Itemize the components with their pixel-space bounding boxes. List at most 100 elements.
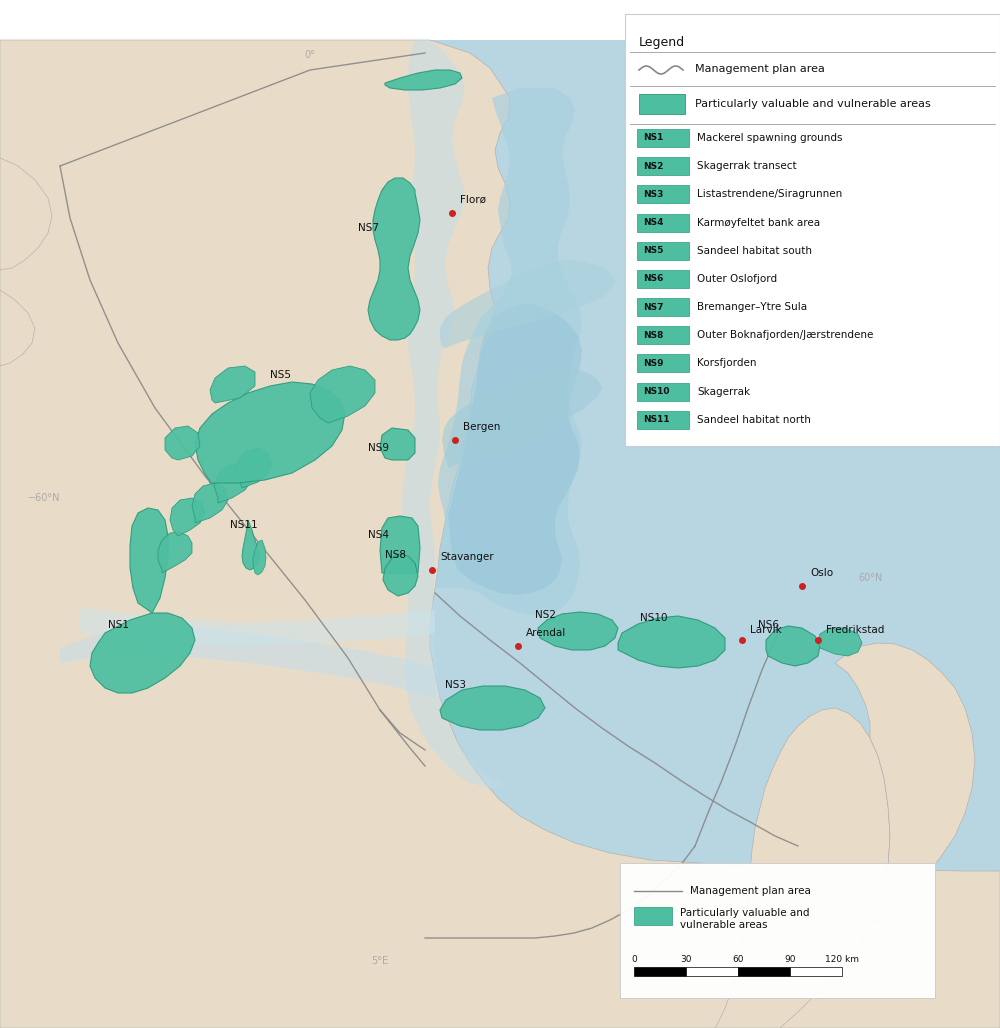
Bar: [738, 967, 790, 976]
Text: NS2: NS2: [643, 161, 663, 171]
Bar: [634, 907, 672, 925]
Text: NS2: NS2: [535, 610, 556, 620]
Polygon shape: [440, 260, 615, 348]
Bar: [634, 967, 686, 976]
Text: 30: 30: [680, 955, 692, 964]
Polygon shape: [766, 626, 820, 666]
Polygon shape: [715, 708, 890, 1028]
Text: Mackerel spawning grounds: Mackerel spawning grounds: [697, 133, 842, 143]
Polygon shape: [60, 626, 435, 698]
Text: −60°N: −60°N: [28, 493, 60, 503]
Text: Larvik: Larvik: [750, 625, 782, 635]
Text: Bergen: Bergen: [463, 423, 500, 432]
Text: 5°E: 5°E: [371, 956, 389, 966]
Text: NS10: NS10: [640, 613, 668, 623]
Polygon shape: [442, 368, 602, 468]
Text: 120 km: 120 km: [825, 955, 859, 964]
Text: 0: 0: [631, 955, 637, 964]
Text: Arendal: Arendal: [526, 628, 566, 638]
Text: NS5: NS5: [270, 370, 291, 380]
Text: NS10: NS10: [643, 388, 670, 396]
Text: NS3: NS3: [445, 680, 466, 690]
Text: NS11: NS11: [230, 520, 258, 530]
Text: Florø: Florø: [460, 195, 486, 205]
Text: Skagerrak transect: Skagerrak transect: [697, 161, 797, 172]
Bar: [620, 862, 935, 998]
Polygon shape: [835, 642, 975, 923]
Text: Stavanger: Stavanger: [440, 552, 494, 562]
Polygon shape: [130, 508, 168, 613]
Polygon shape: [242, 520, 260, 570]
Text: NS1: NS1: [643, 134, 663, 143]
Polygon shape: [192, 483, 228, 523]
Polygon shape: [538, 612, 618, 650]
Polygon shape: [0, 290, 35, 366]
Polygon shape: [435, 88, 582, 616]
Polygon shape: [0, 40, 1000, 1028]
Polygon shape: [440, 686, 545, 730]
Polygon shape: [253, 540, 266, 575]
Text: NS7: NS7: [358, 223, 379, 233]
Text: Korsfjorden: Korsfjorden: [697, 359, 757, 368]
Polygon shape: [170, 498, 205, 536]
Text: NS7: NS7: [643, 302, 664, 311]
Bar: [637, 326, 689, 344]
Polygon shape: [380, 516, 420, 573]
Polygon shape: [380, 428, 415, 460]
Text: NS9: NS9: [643, 359, 664, 368]
Polygon shape: [383, 554, 418, 596]
Polygon shape: [310, 366, 375, 423]
Polygon shape: [158, 533, 192, 573]
Text: Management plan area: Management plan area: [690, 886, 811, 896]
Bar: [637, 382, 689, 401]
Text: NS1: NS1: [108, 620, 129, 630]
Text: NS6: NS6: [758, 620, 779, 630]
Text: NS4: NS4: [643, 218, 664, 227]
Bar: [637, 411, 689, 429]
Bar: [790, 967, 842, 976]
Polygon shape: [210, 366, 255, 403]
Text: NS9: NS9: [368, 443, 389, 453]
Text: NS8: NS8: [385, 550, 406, 560]
Bar: [0, 0, 1000, 40]
Text: Skagerrak: Skagerrak: [697, 387, 750, 397]
Text: 90: 90: [784, 955, 796, 964]
Text: Sandeel habitat north: Sandeel habitat north: [697, 415, 811, 425]
Polygon shape: [0, 158, 52, 270]
Text: Outer Boknafjorden/Jærstrendene: Outer Boknafjorden/Jærstrendene: [697, 330, 873, 340]
Polygon shape: [818, 628, 862, 656]
Text: 0°: 0°: [305, 50, 315, 60]
Bar: [625, 14, 1000, 446]
Text: NS3: NS3: [643, 190, 663, 198]
Polygon shape: [618, 616, 725, 668]
Bar: [637, 214, 689, 231]
Polygon shape: [448, 303, 582, 595]
Polygon shape: [165, 426, 200, 460]
Text: Bremanger–Ytre Sula: Bremanger–Ytre Sula: [697, 302, 807, 313]
Text: Particularly valuable and vulnerable areas: Particularly valuable and vulnerable are…: [695, 99, 931, 109]
Bar: [637, 242, 689, 260]
Text: Sandeel habitat south: Sandeel habitat south: [697, 246, 812, 256]
Text: 60: 60: [732, 955, 744, 964]
Text: 10°E: 10°E: [630, 966, 654, 976]
Text: 60°N: 60°N: [858, 573, 882, 583]
Polygon shape: [368, 178, 420, 340]
Text: NS5: NS5: [643, 247, 663, 255]
Polygon shape: [214, 463, 252, 503]
Bar: [639, 94, 685, 114]
Text: NS4: NS4: [368, 530, 389, 540]
Text: Management plan area: Management plan area: [695, 64, 825, 74]
Polygon shape: [80, 608, 435, 646]
Text: Legend: Legend: [639, 36, 685, 49]
Text: NS6: NS6: [643, 274, 663, 284]
Text: Outer Oslofjord: Outer Oslofjord: [697, 273, 777, 284]
Bar: [637, 128, 689, 147]
Polygon shape: [402, 40, 504, 788]
Text: Particularly valuable and
vulnerable areas: Particularly valuable and vulnerable are…: [680, 908, 810, 929]
Text: NS8: NS8: [643, 331, 663, 340]
Bar: [637, 185, 689, 204]
Polygon shape: [90, 613, 195, 693]
Bar: [637, 298, 689, 316]
Bar: [637, 270, 689, 288]
Text: Oslo: Oslo: [810, 568, 833, 578]
